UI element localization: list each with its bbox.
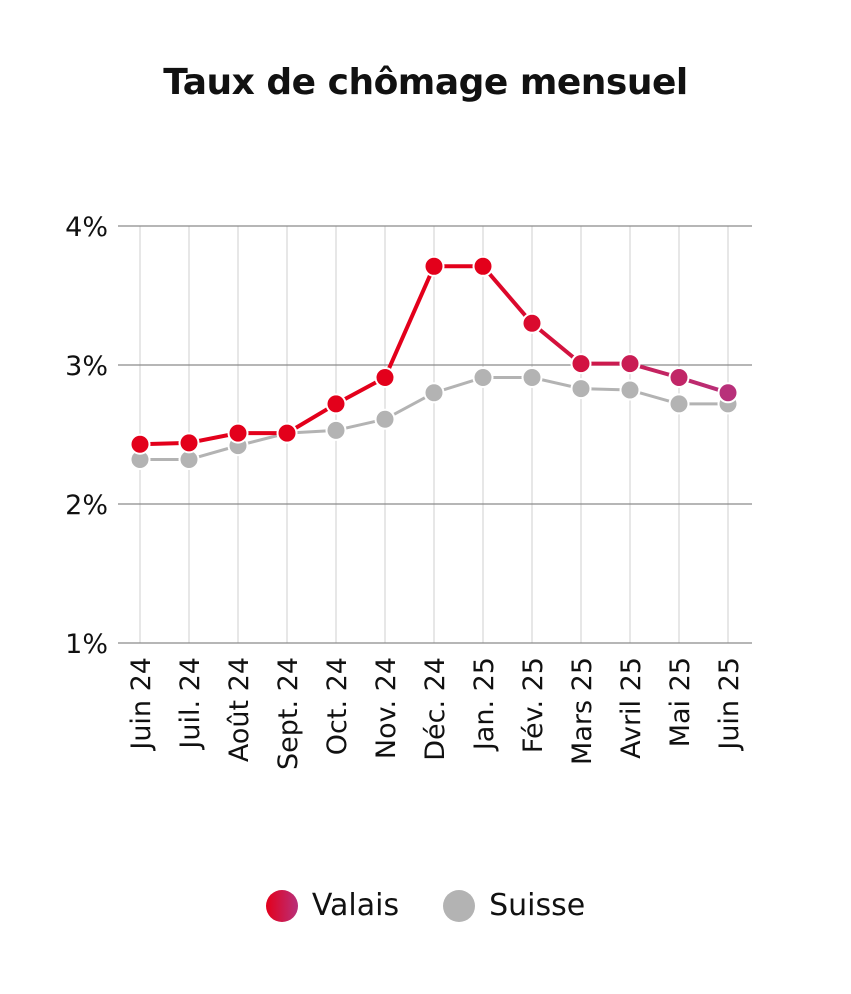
x-tick-label: Fév. 25 [518, 657, 549, 753]
data-point-valais [227, 422, 249, 444]
data-point-valais [619, 353, 641, 375]
data-point-valais [276, 422, 298, 444]
chart-title: Taux de chômage mensuel [163, 62, 688, 103]
y-tick-label: 2% [65, 490, 108, 521]
legend-label-valais: Valais [311, 888, 400, 923]
data-point-suisse [668, 393, 690, 415]
y-axis: 1% 2% 3% 4% [65, 212, 108, 660]
data-point-valais [521, 312, 543, 334]
y-tick-label: 3% [65, 351, 108, 382]
legend-swatch-suisse [443, 889, 476, 922]
data-point-suisse [619, 379, 641, 401]
x-axis: Juin 24 Juil. 24 Août 24 Sept. 24 Oct. 24 Nov… [126, 657, 745, 770]
legend-item-valais: Valais [265, 888, 400, 923]
x-tick-label: Sept. 24 [273, 657, 304, 770]
y-tick-label: 1% [65, 629, 108, 660]
data-point-suisse [423, 382, 445, 404]
data-point-valais [668, 367, 690, 389]
x-tick-label: Août 24 [224, 657, 255, 762]
data-point-valais [374, 367, 396, 389]
data-point-suisse [325, 419, 347, 441]
x-tick-label: Oct. 24 [322, 657, 353, 755]
data-point-valais [325, 393, 347, 415]
data-point-valais [129, 433, 151, 455]
x-tick-label: Juin 25 [714, 657, 745, 752]
x-tick-label: Mai 25 [665, 657, 696, 747]
x-tick-label: Juin 24 [126, 657, 157, 752]
data-point-suisse [521, 367, 543, 389]
series-layer [129, 255, 739, 471]
data-point-valais [717, 382, 739, 404]
x-tick-label: Avril 25 [616, 657, 647, 759]
legend-swatch-valais [265, 889, 298, 922]
legend: Valais Suisse [0, 888, 851, 923]
series-valais [129, 255, 739, 455]
data-point-valais [570, 353, 592, 375]
data-point-valais [423, 255, 445, 277]
x-tick-label: Nov. 24 [371, 657, 402, 759]
legend-label-suisse: Suisse [489, 888, 586, 923]
legend-item-suisse: Suisse [443, 888, 585, 923]
x-tick-label: Déc. 24 [420, 657, 451, 761]
data-point-suisse [374, 408, 396, 430]
grid [118, 225, 752, 644]
data-point-valais [178, 432, 200, 454]
data-point-suisse [472, 367, 494, 389]
x-tick-label: Juil. 24 [175, 657, 206, 751]
x-tick-label: Jan. 25 [469, 657, 500, 752]
x-tick-label: Mars 25 [567, 657, 598, 765]
data-point-suisse [570, 378, 592, 400]
data-point-valais [472, 255, 494, 277]
y-tick-label: 4% [65, 212, 108, 243]
